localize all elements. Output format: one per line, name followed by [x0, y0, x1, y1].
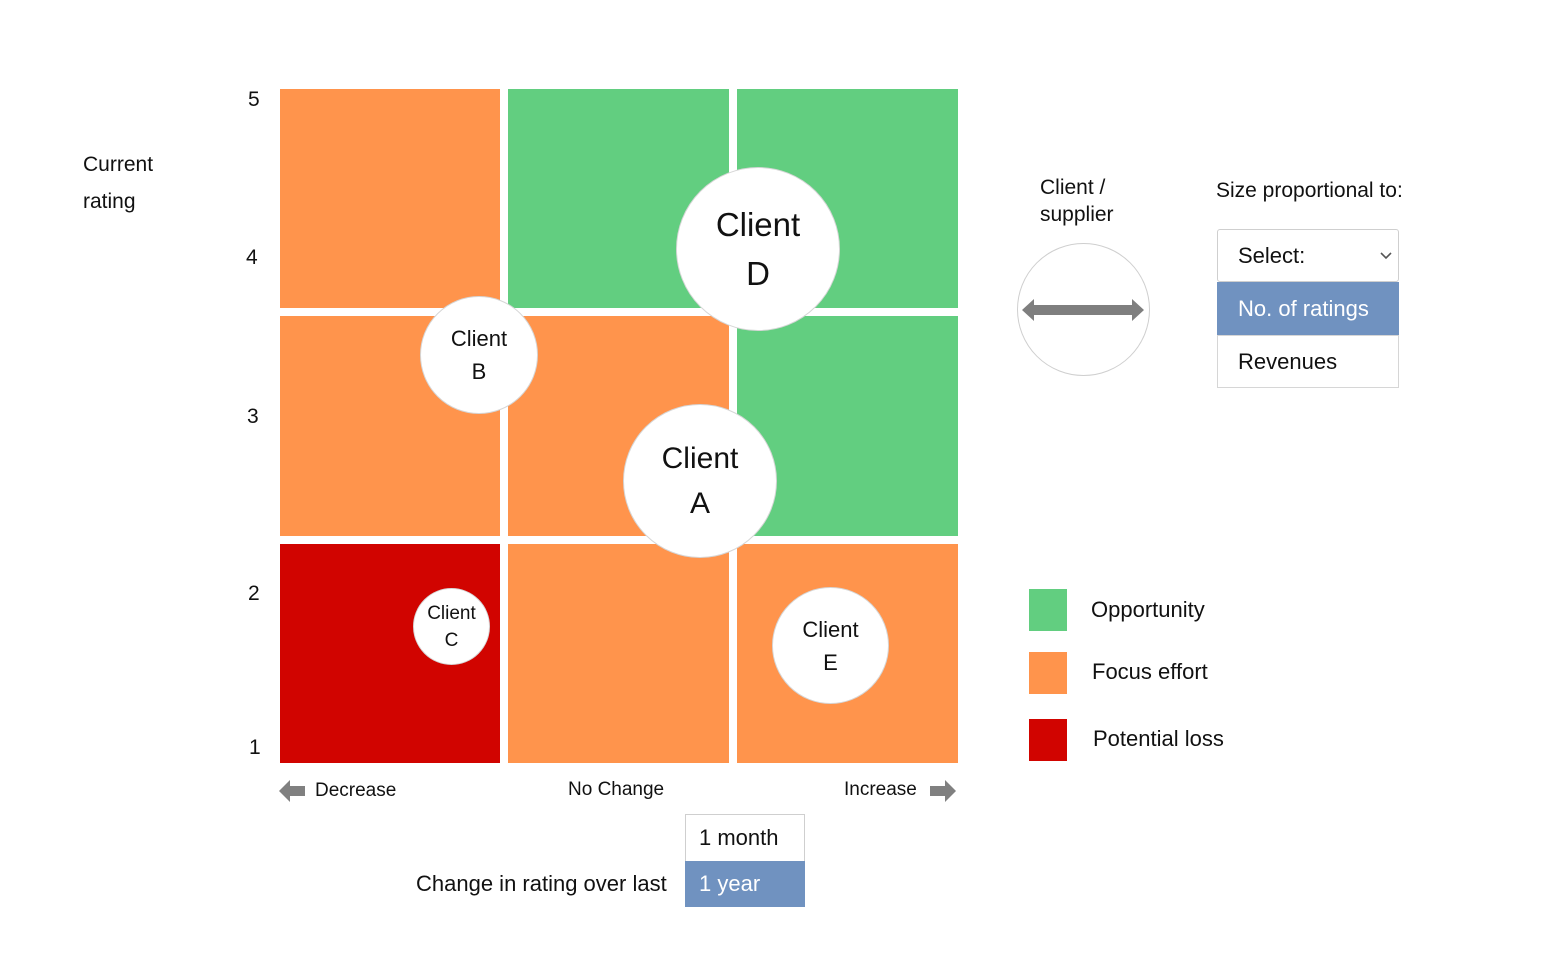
key-label-line1: Client / [1040, 176, 1106, 199]
client-a-label: Client [661, 442, 739, 475]
key-label-line2: supplier [1040, 203, 1114, 226]
client-e-bubble[interactable]: Client E [772, 587, 889, 704]
y-tick-2: 2 [248, 582, 260, 605]
key-label: Client / supplier [1040, 174, 1114, 228]
client-b-label: Client [450, 326, 508, 351]
client-e-label: Client [802, 616, 859, 642]
double-arrow-icon [1022, 299, 1144, 321]
client-b-id: B [471, 359, 487, 384]
legend-label-potential-loss: Potential loss [1093, 726, 1224, 751]
y-tick-4: 4 [246, 246, 258, 269]
y-tick-5: 5 [248, 88, 260, 111]
period-option-1-year[interactable]: 1 year [685, 861, 805, 907]
client-c-bubble[interactable]: Client C [413, 588, 490, 665]
size-select[interactable]: Select: [1217, 229, 1399, 282]
x-label-decrease: Decrease [315, 780, 397, 801]
y-axis-title: Current rating [83, 146, 153, 220]
client-d-label: Client [715, 206, 801, 243]
client-e-id: E [823, 649, 838, 675]
size-option-revenues-label: Revenues [1238, 348, 1338, 374]
client-a-id: A [689, 487, 710, 520]
period-option-1-month-label: 1 month [699, 825, 779, 850]
y-tick-1: 1 [249, 736, 261, 759]
period-option-1-year-label: 1 year [699, 871, 761, 896]
matrix-cell[interactable] [280, 89, 500, 308]
period-option-1-month[interactable]: 1 month [685, 814, 805, 862]
client-d-bubble[interactable]: Client D [676, 167, 840, 331]
client-d-id: D [746, 255, 770, 292]
matrix-cell[interactable] [508, 544, 729, 763]
x-label-no-change: No Change [568, 779, 665, 800]
legend-swatch-focus-effort [1029, 652, 1067, 694]
client-b-bubble[interactable]: Client B [420, 296, 538, 414]
arrow-left-icon [279, 780, 305, 802]
size-option-revenues[interactable]: Revenues [1217, 335, 1399, 388]
y-axis-title-line1: Current [83, 153, 154, 176]
period-label: Change in rating over last [416, 871, 667, 896]
client-c-id: C [444, 629, 459, 651]
legend-label-focus-effort: Focus effort [1092, 659, 1208, 684]
client-c-label: Client [427, 602, 476, 624]
arrow-right-icon [930, 780, 956, 802]
size-option-no-of-ratings[interactable]: No. of ratings [1217, 282, 1399, 335]
size-title: Size proportional to: [1216, 179, 1403, 202]
y-tick-3: 3 [247, 405, 259, 428]
chevron-down-icon [1380, 252, 1392, 260]
x-label-increase: Increase [844, 779, 917, 800]
y-axis-title-line2: rating [83, 190, 136, 213]
client-a-bubble[interactable]: Client A [623, 404, 777, 558]
legend-swatch-opportunity [1029, 589, 1067, 631]
legend-label-opportunity: Opportunity [1091, 597, 1205, 622]
key-size-circle [1017, 243, 1150, 376]
legend-swatch-potential-loss [1029, 719, 1067, 761]
size-select-placeholder: Select: [1238, 242, 1306, 268]
size-option-no-of-ratings-label: No. of ratings [1238, 295, 1369, 321]
